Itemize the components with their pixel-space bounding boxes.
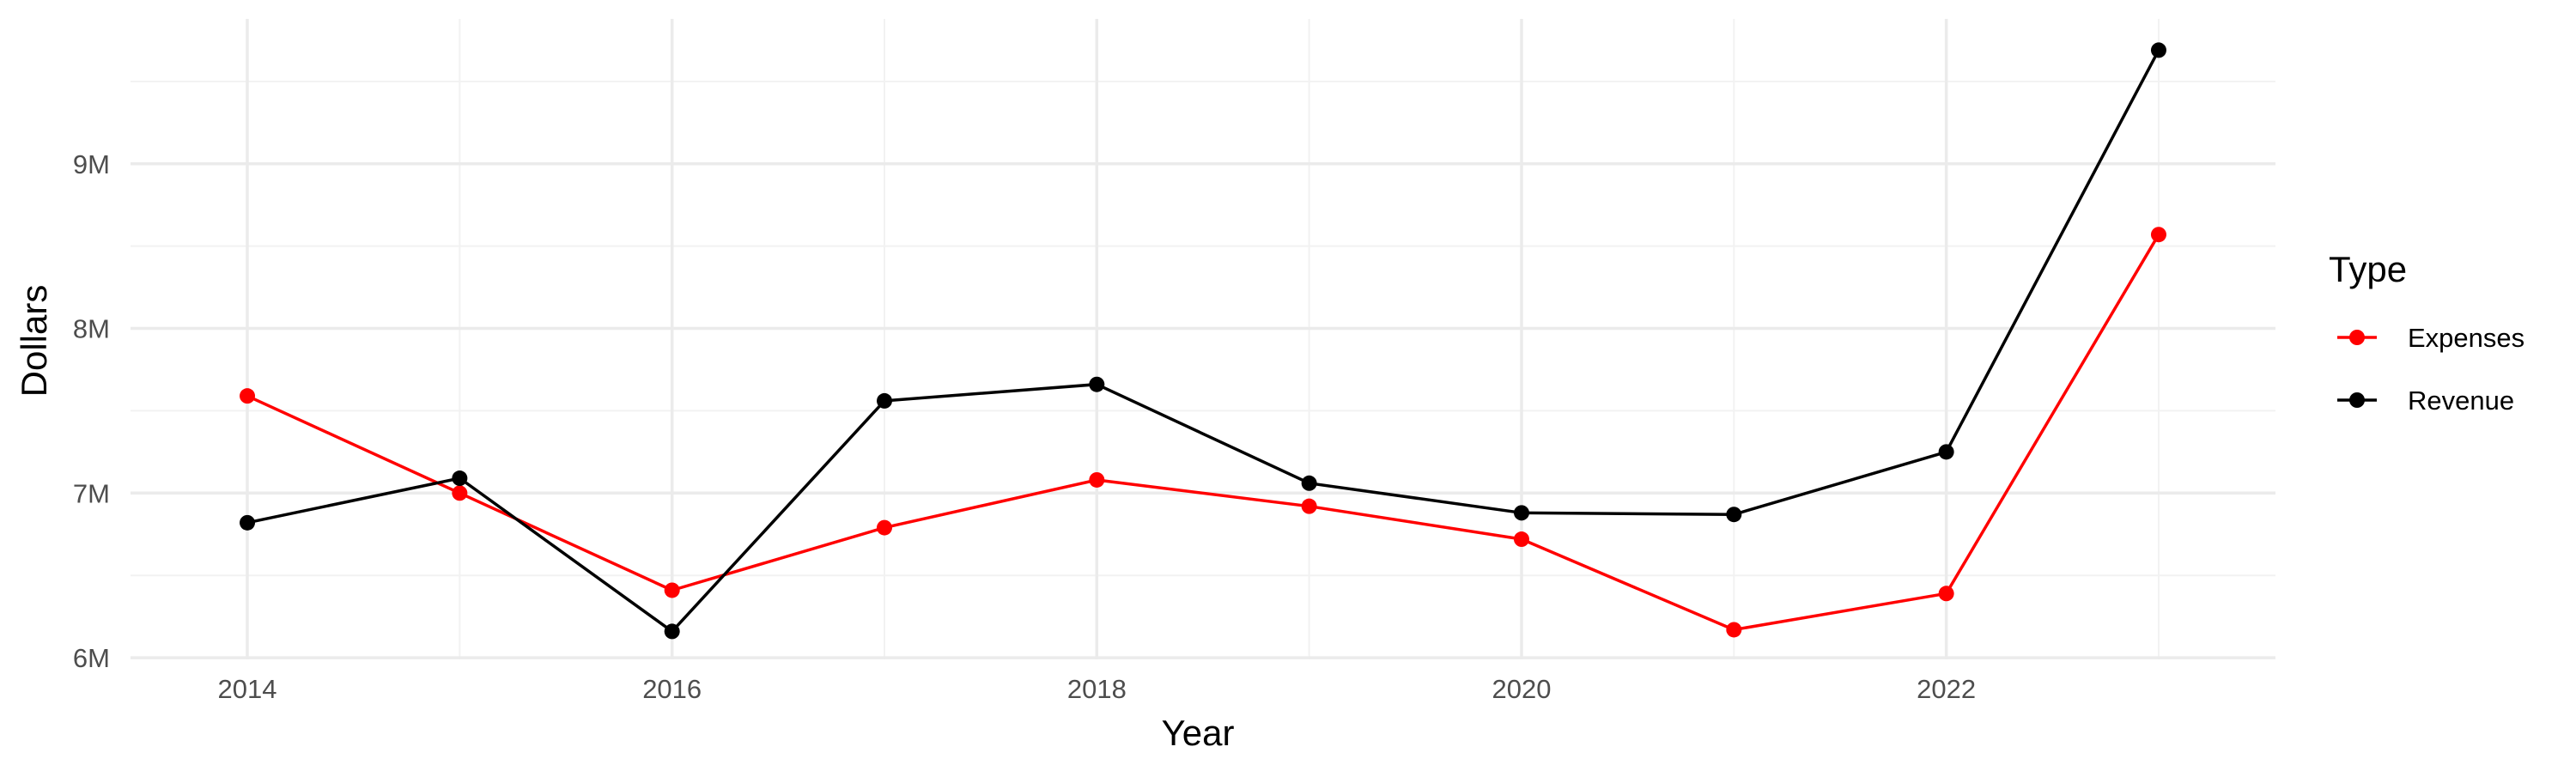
data-point-expenses: [2150, 227, 2166, 243]
legend: Type Expenses Revenue: [2329, 249, 2524, 416]
data-point-expenses: [452, 485, 468, 501]
data-point-revenue: [1513, 505, 1529, 521]
y-axis-title: Dollars: [14, 285, 54, 398]
data-point-revenue: [452, 470, 468, 487]
x-tick-label: 2022: [1917, 674, 1976, 704]
data-point-expenses: [1513, 531, 1529, 548]
data-point-revenue: [1089, 376, 1105, 392]
series-line-revenue: [246, 49, 2160, 634]
x-axis-title: Year: [1162, 713, 1235, 753]
data-point-revenue: [2150, 42, 2166, 58]
data-point-revenue: [1938, 444, 1954, 460]
series-group: [240, 42, 2166, 640]
x-axis: 2014 2016 2018 2020 2022: [218, 674, 1977, 704]
grid: [131, 19, 2275, 659]
legend-key-point-expenses: [2349, 330, 2365, 345]
data-point-revenue: [664, 623, 680, 640]
legend-title: Type: [2329, 249, 2407, 289]
x-tick-label: 2016: [642, 674, 702, 704]
data-point-expenses: [240, 388, 256, 404]
x-tick-label: 2018: [1067, 674, 1127, 704]
data-point-revenue: [1726, 507, 1742, 523]
x-tick-label: 2020: [1492, 674, 1552, 704]
data-point-expenses: [1301, 498, 1317, 514]
x-tick-label: 2014: [218, 674, 277, 704]
series-line-expenses: [246, 234, 2160, 632]
y-tick-label: 6M: [73, 643, 110, 673]
y-tick-label: 8M: [73, 314, 110, 344]
data-point-expenses: [664, 582, 680, 598]
data-point-revenue: [240, 514, 256, 531]
y-tick-label: 9M: [73, 149, 110, 179]
y-axis: 6M 7M 8M 9M: [73, 149, 110, 673]
legend-label-expenses: Expenses: [2408, 323, 2524, 353]
data-point-expenses: [1938, 586, 1954, 602]
data-point-revenue: [1301, 475, 1317, 491]
data-point-revenue: [877, 392, 893, 409]
data-point-expenses: [877, 519, 893, 536]
data-point-expenses: [1726, 622, 1742, 638]
legend-key-point-revenue: [2349, 392, 2365, 408]
data-point-expenses: [1089, 471, 1105, 488]
legend-label-revenue: Revenue: [2408, 385, 2514, 416]
y-tick-label: 7M: [73, 478, 110, 508]
